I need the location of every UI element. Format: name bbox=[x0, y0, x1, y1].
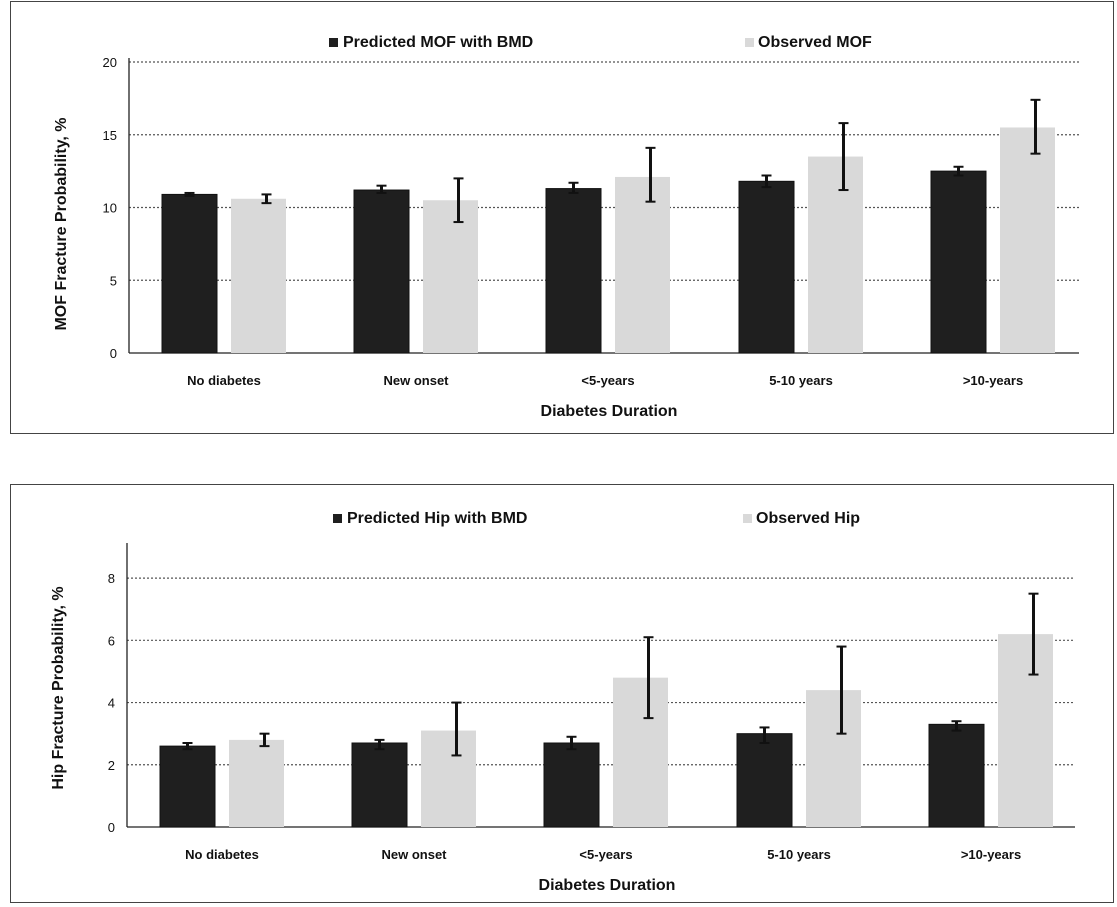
y-axis-title: MOF Fracture Probability, % bbox=[53, 117, 70, 330]
hip-plot-area: 0 2 4 6 8 No diabetes New onset <5-years 5-10 ye… bbox=[108, 543, 1075, 862]
x-tick-label-new-onset: New onset bbox=[383, 373, 449, 388]
bar-predicted-mof-with-bmd-10-years bbox=[930, 170, 987, 354]
bar-observed-hip-new-onset bbox=[421, 730, 476, 827]
bar-predicted-hip-with-bmd-5-10-years bbox=[736, 733, 793, 828]
y-axis-title: Hip Fracture Probability, % bbox=[50, 586, 67, 789]
y-tick-label: 10 bbox=[103, 201, 117, 216]
bar-predicted-mof-with-bmd-5-10-years bbox=[738, 180, 795, 354]
bar-predicted-mof-with-bmd-no-diabetes bbox=[161, 193, 218, 354]
bar-observed-hip-10-years bbox=[998, 634, 1053, 827]
bar-observed-mof-5-10-years bbox=[808, 156, 863, 353]
legend-label-predicted-hip: Predicted Hip with BMD bbox=[347, 510, 527, 527]
bar-predicted-hip-with-bmd-10-years bbox=[928, 723, 985, 828]
x-axis-title: Diabetes Duration bbox=[539, 877, 676, 894]
bar-observed-mof-new-onset bbox=[423, 200, 478, 353]
x-tick-label-10-years: >10-years bbox=[961, 847, 1021, 862]
bar-observed-mof-no-diabetes bbox=[231, 198, 286, 353]
bar-observed-hip-5-10-years bbox=[806, 690, 861, 827]
bar-predicted-mof-with-bmd-new-onset bbox=[353, 189, 410, 354]
y-tick-label: 15 bbox=[103, 128, 117, 143]
legend-label-predicted-mof: Predicted MOF with BMD bbox=[343, 34, 533, 51]
x-tick-label-5-10-years: 5-10 years bbox=[769, 373, 833, 388]
y-tick-label: 2 bbox=[108, 758, 115, 773]
x-axis-title: Diabetes Duration bbox=[541, 403, 678, 420]
bar-predicted-hip-with-bmd-no-diabetes bbox=[159, 745, 216, 828]
x-tick-label-new-onset: New onset bbox=[381, 847, 447, 862]
x-tick-label-10-years: >10-years bbox=[963, 373, 1023, 388]
bar-observed-mof-10-years bbox=[1000, 127, 1055, 353]
x-tick-label-5-10-years: 5-10 years bbox=[767, 847, 831, 862]
mof-chart-panel: Predicted MOF with BMD Observed MOF MOF … bbox=[10, 1, 1114, 434]
bar-observed-mof-5-years bbox=[615, 176, 670, 353]
x-tick-label-no-diabetes: No diabetes bbox=[185, 847, 259, 862]
bar-predicted-hip-with-bmd-new-onset bbox=[351, 742, 408, 828]
legend-label-observed-hip: Observed Hip bbox=[756, 510, 860, 527]
y-tick-label: 8 bbox=[108, 571, 115, 586]
bar-observed-hip-5-years bbox=[613, 677, 668, 827]
y-tick-label: 4 bbox=[108, 696, 115, 711]
x-tick-label-no-diabetes: No diabetes bbox=[187, 373, 261, 388]
hip-chart: Predicted Hip with BMD Observed Hip Hip … bbox=[50, 510, 1075, 894]
legend-swatch-predicted-hip bbox=[333, 514, 342, 523]
y-tick-label: 6 bbox=[108, 633, 115, 648]
mof-chart: Predicted MOF with BMD Observed MOF MOF … bbox=[53, 34, 1079, 420]
bar-predicted-hip-with-bmd-5-years bbox=[543, 742, 600, 828]
hip-chart-panel: Predicted Hip with BMD Observed Hip Hip … bbox=[10, 484, 1114, 903]
y-tick-label: 0 bbox=[110, 346, 117, 361]
legend-swatch-observed-hip bbox=[743, 514, 752, 523]
bar-observed-hip-no-diabetes bbox=[229, 739, 284, 827]
legend-label-observed-mof: Observed MOF bbox=[758, 34, 872, 51]
y-tick-label: 0 bbox=[108, 820, 115, 835]
legend-swatch-predicted-mof bbox=[329, 38, 338, 47]
bar-predicted-mof-with-bmd-5-years bbox=[545, 188, 602, 354]
mof-plot-area: 0 5 10 15 20 No diabetes New onset <5-years 5-10… bbox=[103, 55, 1079, 388]
x-tick-label-5-years: <5-years bbox=[579, 847, 632, 862]
y-tick-label: 5 bbox=[110, 273, 117, 288]
legend-swatch-observed-mof bbox=[745, 38, 754, 47]
y-tick-label: 20 bbox=[103, 55, 117, 70]
x-tick-label-5-years: <5-years bbox=[581, 373, 634, 388]
